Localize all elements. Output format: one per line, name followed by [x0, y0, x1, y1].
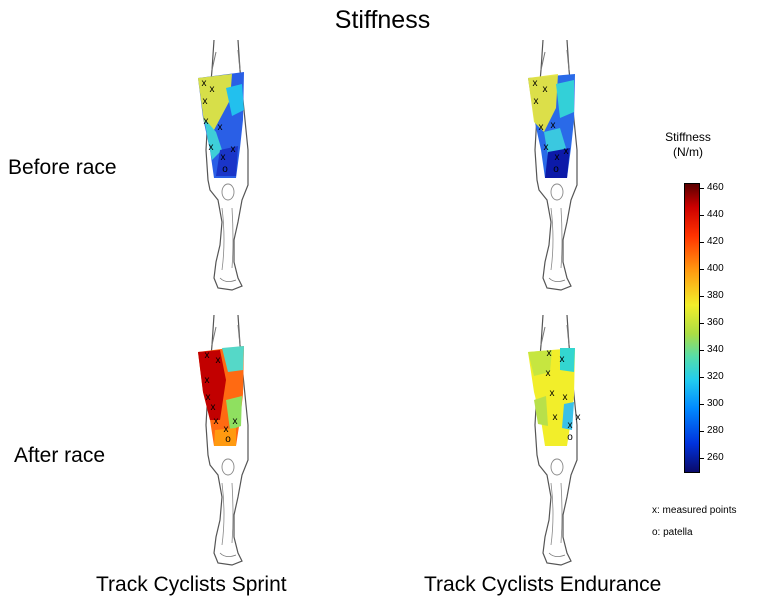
patella-marker: o: [222, 164, 228, 175]
measured-point-marker: x: [204, 116, 209, 127]
measured-point-marker: x: [214, 416, 219, 427]
row-label-after-race: After race: [14, 444, 106, 467]
measured-point-marker: x: [576, 412, 581, 423]
heatmap-sprint-after: [198, 346, 244, 446]
measured-point-marker: x: [563, 392, 568, 403]
colorbar-title: Stiffness (N/m): [648, 130, 728, 160]
measured-point-marker: x: [216, 355, 221, 366]
measured-point-marker: x: [534, 96, 539, 107]
measured-point-marker: x: [218, 122, 223, 133]
measured-point-marker: x: [205, 375, 210, 386]
markers-endurance-before: x x x x x x x x o: [533, 78, 569, 175]
measured-point-marker: x: [210, 84, 215, 95]
measured-point-marker: x: [209, 142, 214, 153]
markers-sprint-before: x x x x x x x x o: [202, 78, 236, 175]
measured-point-marker: x: [203, 96, 208, 107]
measured-point-marker: x: [560, 354, 565, 365]
measured-point-marker: x: [205, 350, 210, 361]
colorbar-title-line1: Stiffness: [665, 130, 711, 144]
measured-point-marker: x: [224, 424, 229, 435]
figure-title: Stiffness: [334, 6, 431, 34]
colorbar-tick: 360: [700, 318, 724, 328]
patella-marker: o: [553, 164, 559, 175]
measured-point-marker: x: [221, 152, 226, 163]
measured-point-marker: x: [553, 412, 558, 423]
colorbar: [684, 183, 700, 473]
measured-point-marker: x: [551, 120, 556, 131]
measured-point-marker: x: [543, 84, 548, 95]
measured-point-marker: x: [547, 348, 552, 359]
measured-point-marker: x: [550, 388, 555, 399]
measured-point-marker: x: [206, 392, 211, 403]
colorbar-tick: 280: [700, 426, 724, 436]
colorbar-tick: 400: [700, 264, 724, 274]
colorbar-title-line2: (N/m): [673, 145, 703, 159]
measured-point-marker: x: [568, 420, 573, 431]
colorbar-tick: 460: [700, 183, 724, 193]
measured-point-marker: x: [202, 78, 207, 89]
legend-measured-points: x: measured points: [652, 505, 737, 516]
patella-marker: o: [225, 434, 231, 445]
colorbar-tick: 440: [700, 210, 724, 220]
measured-point-marker: x: [546, 368, 551, 379]
colorbar-tick: 380: [700, 291, 724, 301]
row-label-before-race: Before race: [8, 156, 117, 179]
measured-point-marker: x: [211, 402, 216, 413]
heatmap-endurance-after: [528, 348, 575, 446]
colorbar-tick: 340: [700, 345, 724, 355]
measured-point-marker: x: [233, 416, 238, 427]
legend-patella: o: patella: [652, 527, 693, 538]
colorbar-tick: 300: [700, 399, 724, 409]
colorbar-tick: 260: [700, 453, 724, 463]
column-label-sprint: Track Cyclists Sprint: [96, 573, 287, 596]
measured-point-marker: x: [555, 152, 560, 163]
measured-point-marker: x: [533, 78, 538, 89]
measured-point-marker: x: [564, 146, 569, 157]
measured-point-marker: x: [539, 122, 544, 133]
markers-sprint-after: x x x x x x x x o: [205, 350, 238, 445]
patella-marker: o: [567, 432, 573, 443]
markers-endurance-after: x x x x x x x x o: [546, 348, 581, 443]
measured-point-marker: x: [231, 144, 236, 155]
column-label-endurance: Track Cyclists Endurance: [424, 573, 662, 596]
colorbar-ticks: 460 440 420 400 380 360 340 320 300 280 …: [700, 183, 740, 473]
colorbar-tick: 320: [700, 372, 724, 382]
measured-point-marker: x: [544, 142, 549, 153]
heatmap-sprint-before: [198, 72, 244, 178]
colorbar-tick: 420: [700, 237, 724, 247]
heatmap-endurance-before: [528, 74, 575, 178]
